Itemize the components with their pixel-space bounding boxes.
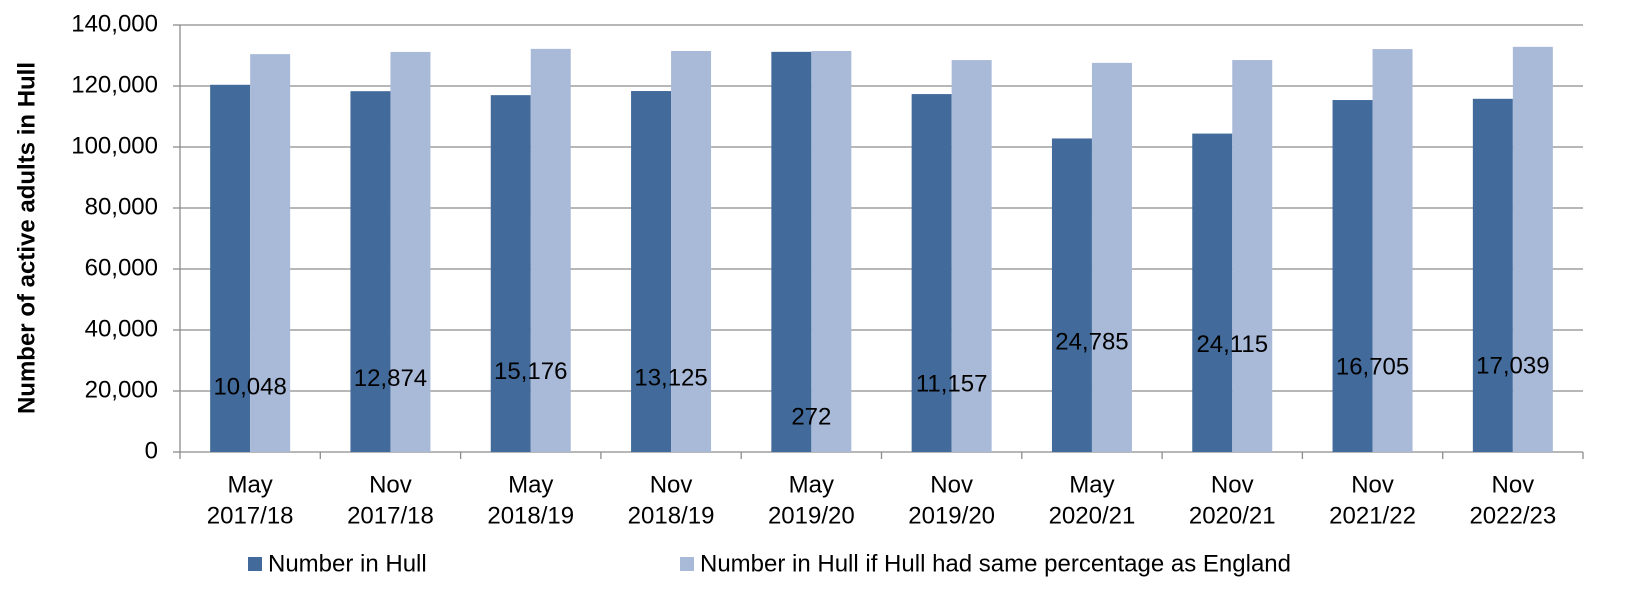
- x-tick-label: May: [1069, 471, 1114, 498]
- x-tick-label: Nov: [1492, 471, 1535, 498]
- legend-label: Number in Hull: [268, 550, 427, 577]
- bar: [1512, 46, 1553, 452]
- bar: [530, 48, 571, 453]
- value-label: 24,785: [1055, 329, 1128, 356]
- bar: [811, 51, 852, 452]
- y-axis-title: Number of active adults in Hull: [13, 62, 40, 414]
- y-tick-label: 40,000: [85, 315, 158, 342]
- x-tick-label: 2018/19: [628, 502, 715, 529]
- y-tick-label: 60,000: [85, 254, 158, 281]
- x-tick-label: Nov: [1351, 471, 1394, 498]
- value-label: 11,157: [916, 370, 988, 397]
- value-label: 24,115: [1196, 331, 1268, 358]
- x-tick-label: Nov: [930, 471, 973, 498]
- x-tick-label: 2018/19: [487, 502, 574, 529]
- y-tick-label: 100,000: [71, 132, 158, 159]
- x-tick-label: 2021/22: [1329, 502, 1416, 529]
- legend-label: Number in Hull if Hull had same percenta…: [700, 550, 1291, 577]
- value-label: 16,705: [1336, 353, 1409, 380]
- x-tick-label: May: [789, 471, 834, 498]
- x-tick-label: Nov: [650, 471, 693, 498]
- value-label: 10,048: [213, 374, 286, 401]
- x-tick-label: May: [227, 471, 272, 498]
- bar: [1192, 133, 1233, 452]
- x-tick-label: 2020/21: [1189, 502, 1276, 529]
- x-tick-label: Nov: [369, 471, 412, 498]
- bar: [1051, 138, 1092, 452]
- bar: [250, 54, 291, 452]
- y-tick-label: 0: [145, 437, 158, 464]
- x-tick-label: Nov: [1211, 471, 1254, 498]
- bar: [350, 91, 391, 452]
- bar: [490, 95, 531, 453]
- x-tick-label: 2017/18: [347, 502, 434, 529]
- x-tick-label: 2019/20: [908, 502, 995, 529]
- value-label: 13,125: [634, 364, 707, 391]
- bar: [210, 84, 251, 452]
- bar: [631, 91, 672, 452]
- y-tick-label: 80,000: [85, 193, 158, 220]
- y-tick-label: 140,000: [71, 10, 158, 37]
- legend-swatch: [248, 557, 262, 571]
- bar: [1472, 98, 1513, 452]
- bar: [671, 51, 712, 452]
- bar: [911, 94, 952, 453]
- x-tick-label: 2017/18: [207, 502, 294, 529]
- x-tick-label: 2022/23: [1469, 502, 1556, 529]
- value-label: 272: [791, 404, 831, 431]
- bar: [1332, 100, 1373, 452]
- bar: [1372, 49, 1413, 453]
- bar: [1091, 62, 1132, 452]
- legend-swatch: [680, 557, 694, 571]
- bar: [951, 60, 992, 452]
- bar: [390, 51, 431, 452]
- bar: [1232, 60, 1273, 453]
- bar: [771, 51, 812, 453]
- x-tick-label: May: [508, 471, 553, 498]
- x-tick-label: 2019/20: [768, 502, 855, 529]
- y-tick-label: 120,000: [71, 71, 158, 98]
- value-label: 12,874: [354, 365, 427, 392]
- value-label: 15,176: [494, 358, 567, 385]
- y-tick-label: 20,000: [85, 376, 158, 403]
- value-label: 17,039: [1476, 352, 1549, 379]
- x-tick-label: 2020/21: [1049, 502, 1136, 529]
